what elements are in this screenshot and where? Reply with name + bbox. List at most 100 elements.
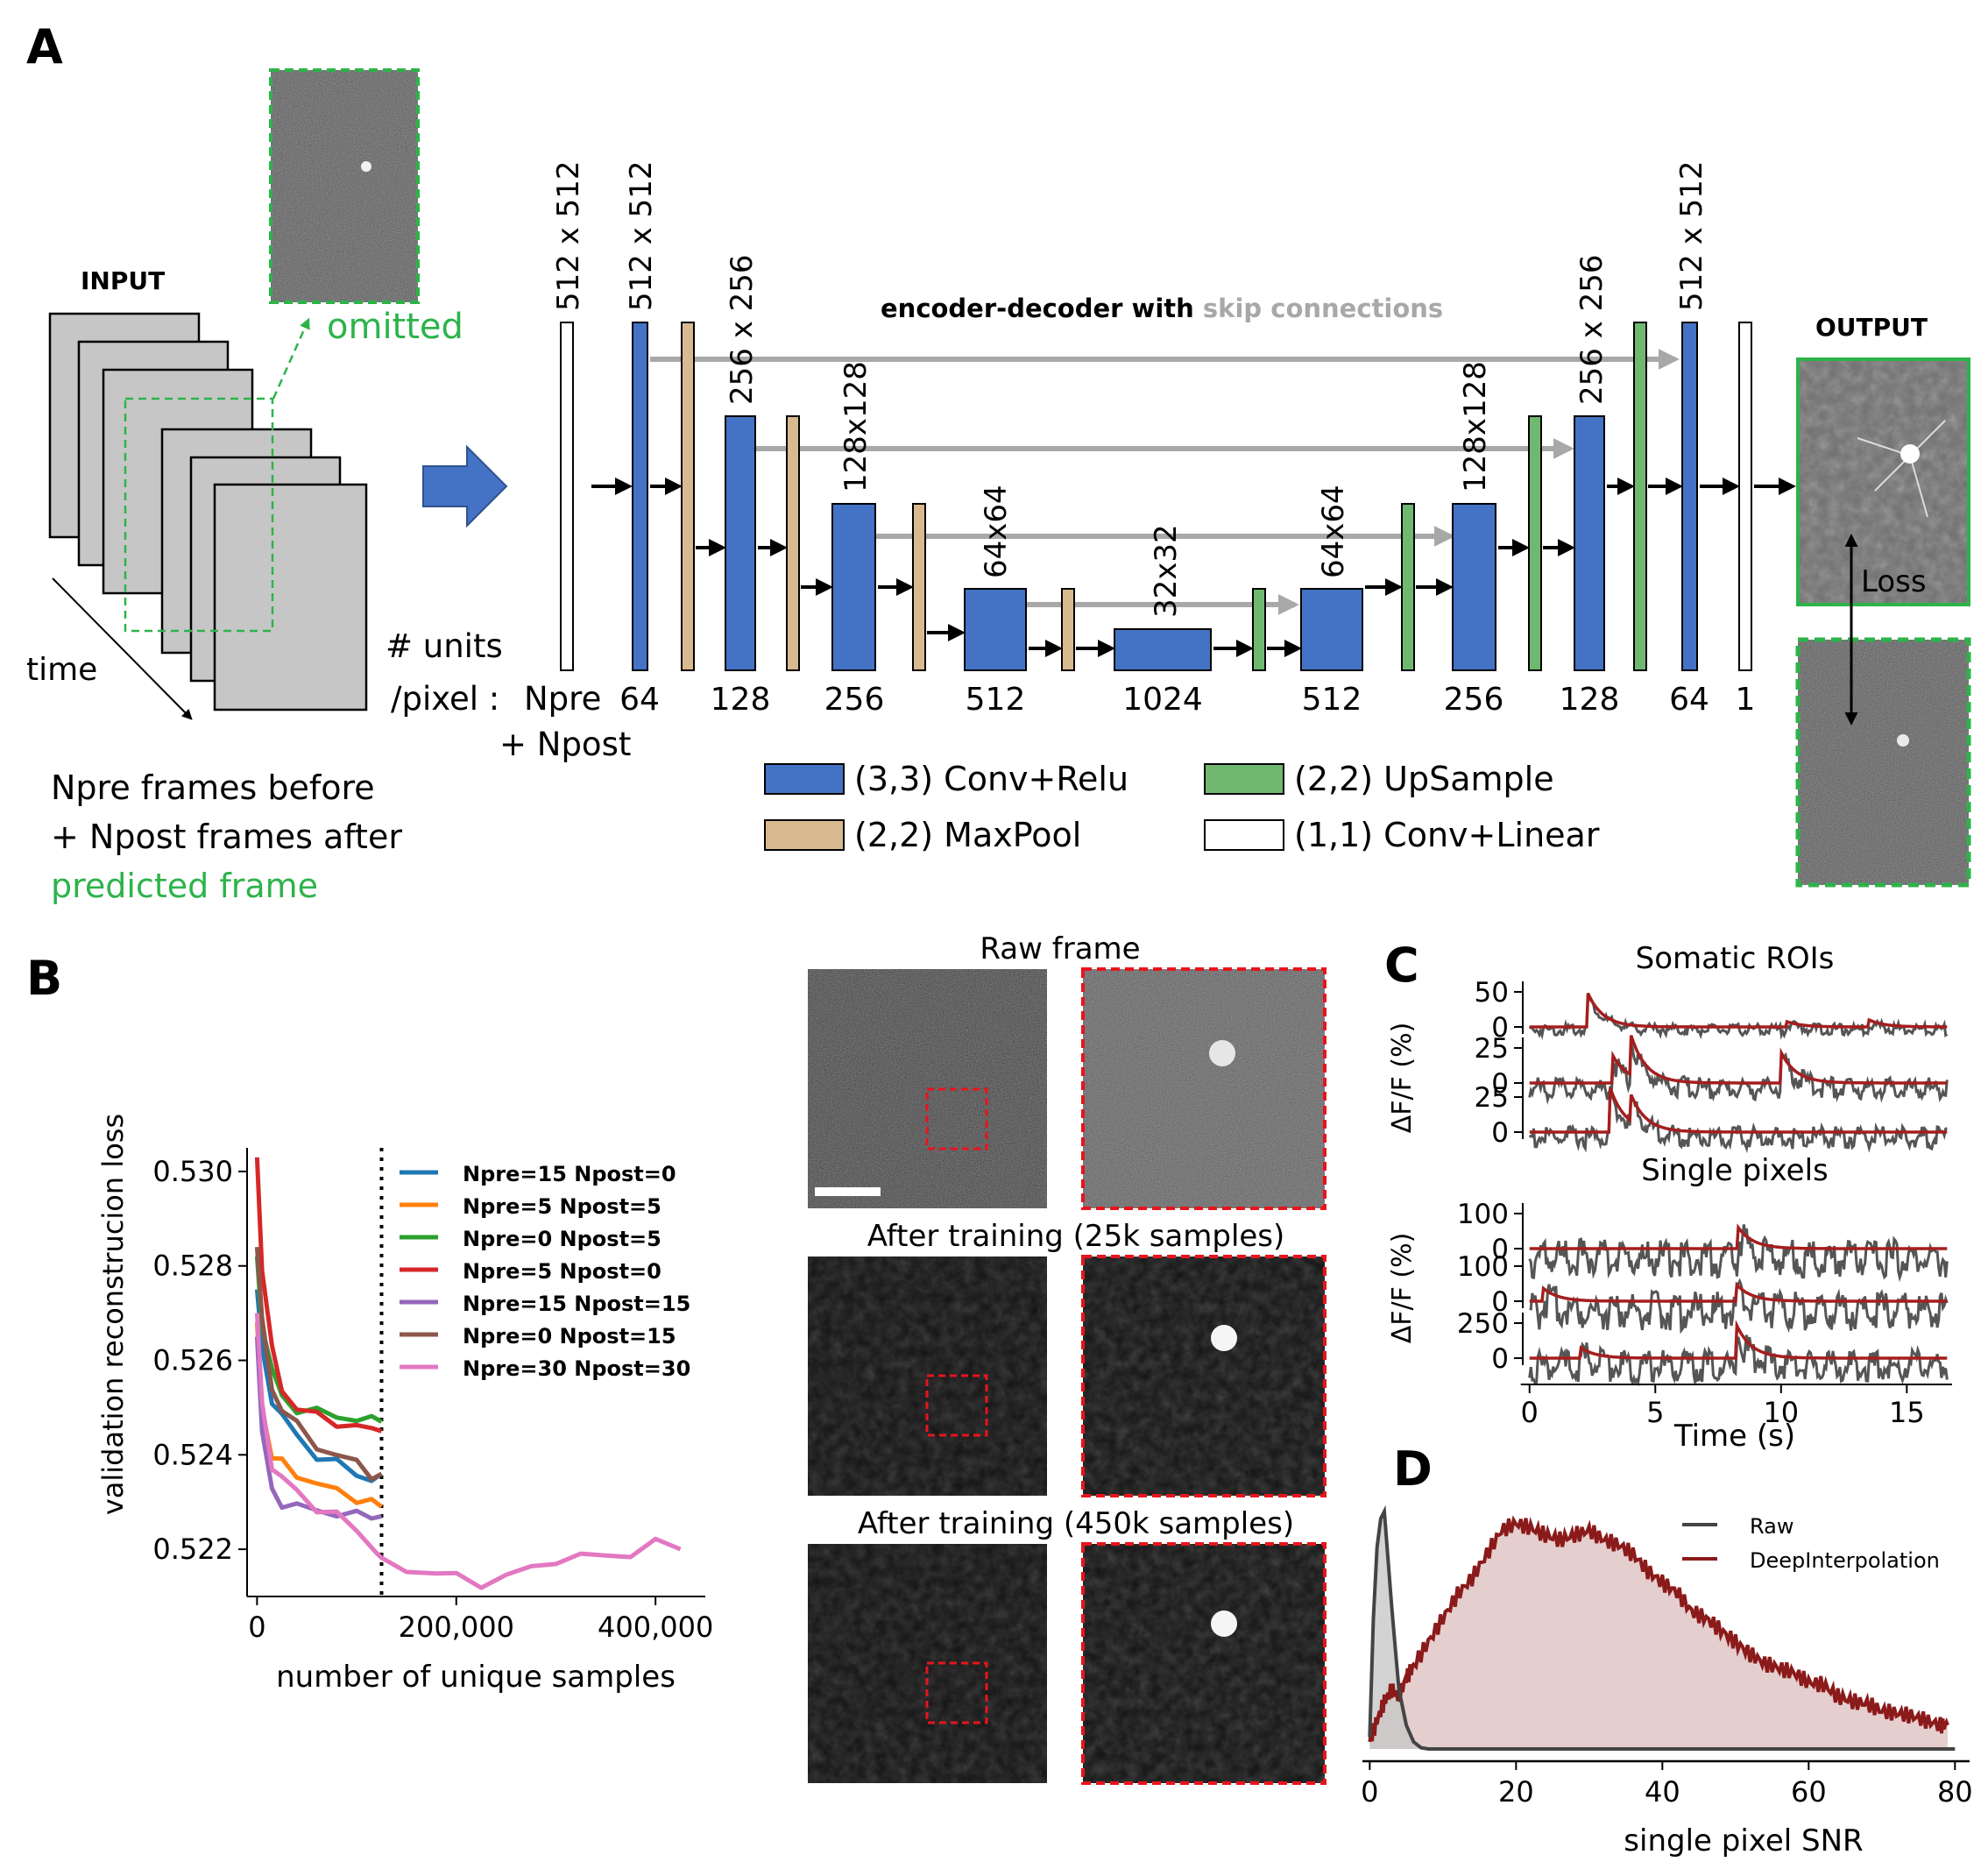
unit-label: 256 xyxy=(1444,682,1504,718)
snr-x-tick-label: 60 xyxy=(1791,1775,1827,1809)
snr-x-tick-label: 20 xyxy=(1498,1775,1534,1809)
unit-label: 64 xyxy=(619,682,660,718)
omitted-frame-image xyxy=(269,68,420,304)
denoised-trace-line xyxy=(1529,1223,1948,1250)
size-label: 256 x 256 xyxy=(725,254,760,405)
input-frame-stack xyxy=(48,312,368,711)
trained-450k-image xyxy=(808,1544,1047,1783)
input-label: INPUT xyxy=(81,266,165,295)
y-tick-label: 0.522 xyxy=(152,1533,233,1566)
raw-histogram-line xyxy=(1368,1504,1956,1751)
x-tick-label: 200,000 xyxy=(399,1611,514,1644)
omitted-frame-outline xyxy=(124,397,274,633)
dec-up-block-4 xyxy=(1633,322,1647,671)
scale-bar xyxy=(815,1187,881,1196)
unit-label: 64 xyxy=(1669,682,1709,718)
denoised-trace-line xyxy=(1529,1320,1948,1360)
traces-x-tick-label: 10 xyxy=(1763,1396,1799,1429)
unit-label: 512 xyxy=(1302,682,1362,718)
size-label: 64x64 xyxy=(979,485,1014,578)
denoised-trace-line xyxy=(1529,1087,1948,1134)
enc-conv-block-2 xyxy=(725,415,756,671)
loss-chart-ylabel: validation reconstrucion loss xyxy=(96,1114,130,1515)
trace-y-tick-label: 0 xyxy=(1491,1068,1509,1100)
trained-450k-zoom xyxy=(1081,1542,1327,1785)
panel-label-b: B xyxy=(26,951,62,1006)
traces-x-tick-label: 0 xyxy=(1521,1396,1539,1429)
trace-y-tick-label: 0 xyxy=(1491,1286,1509,1318)
enc-pool-block-2 xyxy=(786,415,800,671)
traces-x-tick-label: 5 xyxy=(1646,1396,1664,1429)
unit-label: 256 xyxy=(824,682,885,718)
trace-y-tick-label: 0 xyxy=(1491,1234,1509,1265)
network-blocks xyxy=(560,322,1752,671)
caption-line-1: Npre frames before xyxy=(51,768,375,807)
time-arrow xyxy=(52,577,193,720)
snr-x-tick-label: 0 xyxy=(1361,1775,1378,1809)
omitted-arrow xyxy=(272,317,310,400)
size-label: 256 x 256 xyxy=(1574,254,1610,405)
dec-up-block-3 xyxy=(1528,415,1542,671)
size-labels: 512 x 512 512 x 512 256 x 256 128x128 64… xyxy=(551,160,1709,618)
somatic-ylabel: ΔF/F (%) xyxy=(1387,1023,1418,1134)
size-label: 128x128 xyxy=(838,361,874,492)
raw-frame-image xyxy=(808,969,1047,1208)
enc-conv-block-1 xyxy=(632,322,648,671)
loss-chart: 0.522 0.524 0.526 0.528 0.530 0 200,000 400,000… xyxy=(152,1148,713,1644)
size-label: 512 x 512 xyxy=(551,160,586,311)
trace-y-tick-label: 100 xyxy=(1457,1251,1509,1283)
loss-series-line xyxy=(254,1313,682,1590)
network-title-gray: skip connections xyxy=(1203,294,1443,323)
trace-y-tick-label: 50 xyxy=(1475,977,1509,1009)
loss-series-line xyxy=(254,1247,383,1482)
flow-arrows xyxy=(591,478,1796,657)
enc-conv-block-4 xyxy=(964,588,1027,671)
trace-y-tick-label: 25 xyxy=(1475,1033,1509,1065)
omitted-label: omitted xyxy=(327,307,463,347)
loss-series-line xyxy=(254,1289,383,1483)
pixels-title: Single pixels xyxy=(1641,1153,1829,1188)
caption-line-3: predicted frame xyxy=(51,867,318,905)
enc-pool-block-1 xyxy=(681,322,695,671)
trace-y-tick-label: 0 xyxy=(1491,1343,1509,1375)
enc-conv-block-3 xyxy=(831,503,876,671)
npost-label: + Npost xyxy=(499,726,631,763)
panel-b-images: Raw frame After training (25k samples) A… xyxy=(808,931,1327,1785)
legend-label-maxpool: (2,2) MaxPool xyxy=(854,816,1081,854)
dec-up-block-1 xyxy=(1252,588,1266,671)
trained-25k-zoom xyxy=(1081,1255,1327,1497)
time-label: time xyxy=(26,652,97,688)
legend-label: Npre=15 Npost=0 xyxy=(463,1162,676,1186)
unit-label: 128 xyxy=(1560,682,1620,718)
trained-25k-title: After training (25k samples) xyxy=(867,1219,1285,1254)
size-label: 64x64 xyxy=(1316,485,1351,578)
loss-label: Loss xyxy=(1861,564,1927,599)
unit-label: 1 xyxy=(1736,682,1756,718)
trace-y-tick-label: 250 xyxy=(1457,1308,1509,1340)
output-image xyxy=(1796,358,1970,606)
size-label: 128x128 xyxy=(1458,361,1493,492)
trace-y-tick-label: 100 xyxy=(1457,1199,1509,1230)
trace-y-tick-label: 25 xyxy=(1475,1082,1509,1114)
snr-x-tick-label: 40 xyxy=(1645,1775,1680,1809)
somatic-title: Somatic ROIs xyxy=(1636,941,1835,976)
loss-series-line xyxy=(254,1336,383,1521)
trace-y-tick-label: 0 xyxy=(1491,1012,1509,1044)
y-tick-label: 0.530 xyxy=(152,1155,233,1188)
legend-label-conv-linear: (1,1) Conv+Linear xyxy=(1294,816,1600,854)
pixels-ylabel: ΔF/F (%) xyxy=(1387,1233,1418,1344)
panel-label-a: A xyxy=(26,19,63,74)
raw-frame-zoom xyxy=(1081,967,1327,1210)
panel-label-c: C xyxy=(1384,938,1419,993)
output-conv-linear-block xyxy=(1738,322,1752,671)
units-label-line-2: /pixel : xyxy=(391,680,499,718)
legend-swatch-upsample xyxy=(1204,763,1284,795)
trained-25k-image xyxy=(808,1257,1047,1496)
di-fill-area xyxy=(1369,1518,1948,1749)
raw-trace-line xyxy=(1528,1224,1949,1283)
raw-trace-line xyxy=(1528,1043,1949,1105)
network-title: encoder-decoder with skip connections xyxy=(881,294,1443,323)
denoised-trace-line xyxy=(1529,1035,1948,1085)
